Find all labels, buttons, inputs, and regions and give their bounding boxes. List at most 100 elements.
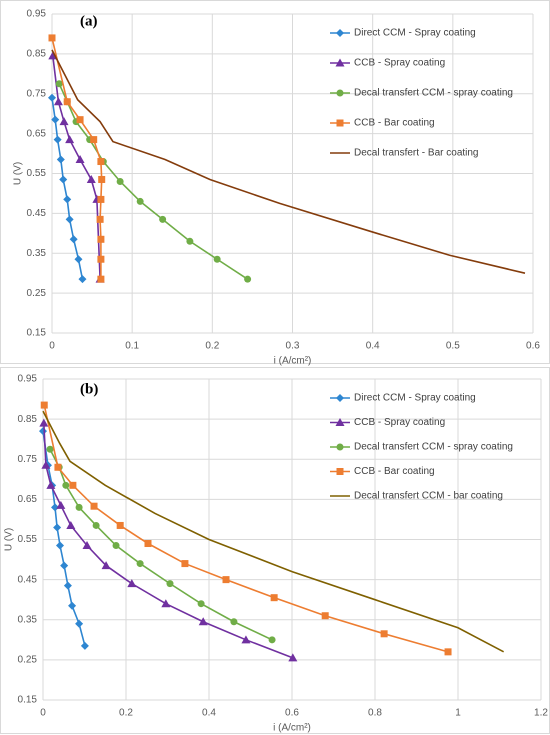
data-point <box>97 235 105 243</box>
data-point <box>90 502 98 510</box>
data-point <box>53 97 63 106</box>
data-point <box>60 561 69 570</box>
data-point <box>69 235 78 244</box>
data-point <box>90 136 98 144</box>
data-point <box>116 521 124 529</box>
y-tick-label: 0.55 <box>27 168 47 179</box>
y-axis-label: U (V) <box>13 162 24 185</box>
legend-marker <box>336 89 344 97</box>
legend-label: CCB - Spray coating <box>354 417 445 428</box>
legend-marker <box>336 468 344 475</box>
y-tick-label: 0.85 <box>27 49 47 60</box>
data-point <box>75 619 84 628</box>
y-tick-label: 0.95 <box>27 9 47 20</box>
data-point <box>56 500 66 509</box>
data-point <box>159 215 167 223</box>
legend-label: CCB - Bar coating <box>354 118 435 129</box>
y-tick-label: 0.75 <box>27 88 47 99</box>
y-tick-label: 0.85 <box>18 414 38 425</box>
data-point <box>63 98 71 106</box>
data-point <box>288 653 298 662</box>
data-point <box>39 427 47 436</box>
y-tick-label: 0.45 <box>18 574 38 585</box>
data-point <box>46 480 56 489</box>
data-point <box>268 636 276 644</box>
data-point <box>40 401 48 409</box>
y-tick-label: 0.15 <box>18 695 38 706</box>
data-point <box>65 135 75 144</box>
data-point <box>166 580 174 588</box>
data-point <box>56 155 65 164</box>
data-point <box>161 599 171 608</box>
data-point <box>97 158 105 166</box>
x-tick-label: 0.4 <box>366 341 380 352</box>
data-point <box>53 135 62 144</box>
data-point <box>198 617 208 626</box>
data-point <box>78 275 87 284</box>
data-point <box>63 195 72 204</box>
y-tick-label: 0.45 <box>27 208 47 219</box>
x-tick-label: 0.6 <box>526 341 540 352</box>
data-point <box>69 481 77 489</box>
data-point <box>181 560 189 568</box>
y-tick-label: 0.25 <box>18 655 38 666</box>
x-axis-label: i (A/cm²) <box>273 723 311 734</box>
legend-marker <box>336 29 344 37</box>
data-point <box>75 155 85 164</box>
legend-label: Direct CCM - Spray coating <box>354 393 476 404</box>
data-point <box>63 581 72 590</box>
y-tick-label: 0.65 <box>27 128 47 139</box>
legend-marker <box>335 58 345 67</box>
y-tick-label: 0.75 <box>18 454 38 465</box>
data-point <box>116 177 124 185</box>
data-point <box>136 560 144 568</box>
data-point <box>80 641 89 650</box>
data-point <box>197 600 205 608</box>
series-line <box>49 448 273 641</box>
data-point <box>97 255 105 263</box>
data-point <box>51 503 60 512</box>
x-tick-label: 0.1 <box>125 341 139 352</box>
data-point <box>380 630 388 638</box>
data-point <box>68 601 77 610</box>
data-point <box>76 116 84 124</box>
data-point <box>62 481 70 489</box>
data-point <box>75 503 83 511</box>
data-point <box>66 520 76 529</box>
data-point <box>39 418 49 427</box>
legend-label: Decal transfert - Bar coating <box>354 148 479 159</box>
data-point <box>97 195 105 203</box>
legend-label: CCB - Spray coating <box>354 58 445 69</box>
panel-label: (a) <box>80 13 98 29</box>
panel-frame <box>0 0 550 364</box>
data-point <box>59 117 69 126</box>
data-point <box>86 174 96 183</box>
series-line <box>42 410 505 653</box>
legend-label: Decal transfert CCM - spray coating <box>354 88 513 99</box>
data-point <box>101 561 111 570</box>
data-point <box>65 215 74 224</box>
legend-marker <box>336 443 344 451</box>
data-point <box>46 445 54 453</box>
panel-label: (b) <box>80 381 98 397</box>
x-tick-label: 0 <box>49 341 55 352</box>
data-point <box>82 541 92 550</box>
y-axis-label: U (V) <box>4 528 15 551</box>
data-point <box>56 541 65 550</box>
x-tick-label: 0.3 <box>286 341 300 352</box>
data-point <box>144 540 152 548</box>
y-tick-label: 0.25 <box>27 288 47 299</box>
y-tick-label: 0.65 <box>18 494 38 505</box>
data-point <box>270 594 278 602</box>
y-tick-label: 0.35 <box>18 614 38 625</box>
x-tick-label: 0.8 <box>368 708 382 719</box>
data-point <box>96 215 104 223</box>
data-point <box>55 80 63 88</box>
legend-marker <box>336 394 344 402</box>
x-tick-label: 0.5 <box>446 341 460 352</box>
y-tick-label: 0.55 <box>18 534 38 545</box>
data-point <box>136 197 144 205</box>
legend-label: CCB - Bar coating <box>354 466 435 477</box>
x-tick-label: 0.6 <box>285 708 299 719</box>
